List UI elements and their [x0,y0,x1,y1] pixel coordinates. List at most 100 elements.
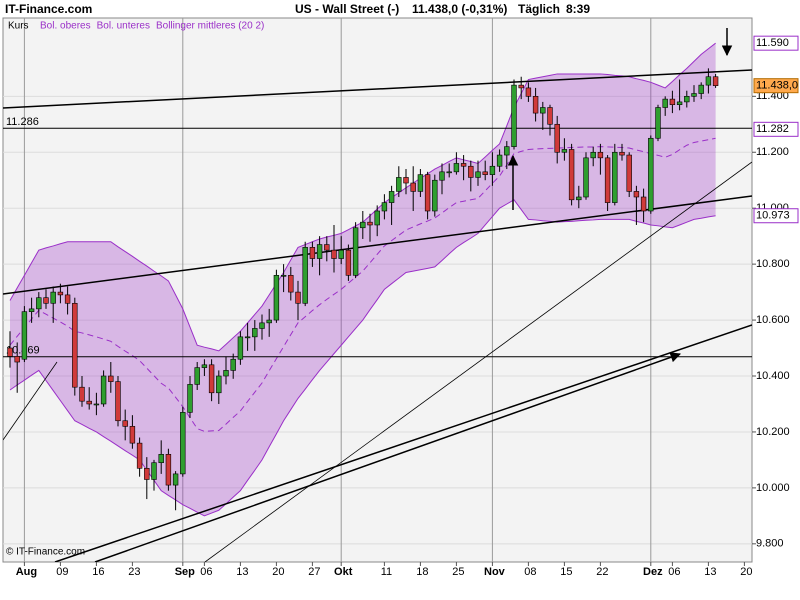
price-marker [753,121,799,137]
candle-body [273,275,280,321]
candle-body [417,174,424,192]
candle-body [576,196,582,201]
candle-body [100,375,107,405]
candle-body [424,174,431,212]
band-fill [10,43,716,516]
trend-line [3,69,752,109]
x-tick-label: 16 [92,566,104,578]
candle-body [698,84,704,94]
y-tick-label: 10.000 [756,482,790,494]
candle-body [64,294,71,304]
x-tick-label: 09 [56,566,68,578]
candle-body [144,468,150,480]
candle-body [432,179,438,212]
candle-body [36,297,42,310]
candle-body [309,247,316,259]
price-marker-label: 11.438,0 [756,80,798,92]
candle-body [446,171,452,174]
plot-area [2,17,753,563]
legend-item: Bol. unteres [97,21,150,32]
candle-body [453,163,460,173]
x-tick-label: 13 [704,566,716,578]
candle-body [324,244,330,251]
candle-body [468,165,474,178]
candle-body [518,84,524,89]
candle-body [57,291,64,296]
candle-body [496,154,503,167]
legend: Bol. oberes Bol. unteres Bollinger mittler… [40,21,264,32]
arrows [507,28,733,210]
candle-body [504,146,510,156]
source: IT-Finance.com [5,2,92,16]
axes: 9.80010.00010.20010.40010.60010.80011.00… [16,90,790,578]
candle-body [122,420,128,427]
candle-body [172,473,179,486]
trend-lines [3,69,752,562]
price-marker-label: 11.590 [756,37,789,49]
x-tick-label: 20 [740,566,752,578]
legend-item: Bollinger mittleres (20 2) [156,21,264,32]
candle-body [180,412,186,475]
candle-body [316,244,323,259]
candle-body [568,149,575,201]
candle-body [151,462,157,480]
candle-body [396,177,402,192]
candle-body [540,107,546,114]
candles [7,68,719,511]
candle-body [230,358,236,371]
candle-body [129,426,136,444]
candle-body [208,364,215,394]
x-tick-label: 06 [200,566,212,578]
watermark: © IT-Finance.com [6,547,85,558]
x-tick-label: 18 [416,566,428,578]
candle-body [158,454,164,464]
candle-body [194,367,200,385]
x-tick-label: 23 [128,566,140,578]
y-tick-label: 10.600 [756,314,790,326]
candle-body [547,107,553,125]
candle-body [489,165,496,175]
price-marker [753,35,799,51]
trend-line [54,324,752,562]
candle-body [252,328,258,338]
candle-body [266,319,272,324]
trend-arrow [94,352,681,562]
candle-body [662,98,668,108]
candle-body [583,157,589,198]
candle-body [93,403,100,406]
x-tick-label: 25 [452,566,464,578]
y-tick-label: 11.200 [756,146,789,158]
x-tick-label: 13 [236,566,248,578]
candle-body [655,107,661,139]
x-tick-label: 22 [596,566,608,578]
y-tick-label: 10.400 [756,370,790,382]
candle-body [626,154,632,192]
x-tick-label: Nov [484,566,506,578]
candle-body [79,386,85,402]
trend-line [3,361,58,441]
legend-item: Bol. oberes [40,21,91,32]
candle-body [648,137,654,212]
candle-body [410,182,416,192]
candle-body [331,249,337,259]
y-tick-label: 10.200 [756,426,790,438]
candle-body [684,96,690,103]
candle-body [475,171,481,178]
subtitle: 11.438,0 (-0,31%) [412,2,507,16]
candle-body [223,370,229,377]
price-marker-label: 11.282 [756,123,789,135]
candle-body [482,171,488,175]
price-marker [753,208,799,224]
price-marker [753,78,799,94]
candle-body [14,356,20,363]
interval: Täglich [518,2,560,16]
candle-body [108,375,114,382]
candle-body [360,221,366,229]
candle-body [259,322,265,329]
candle-body [237,336,244,360]
candle-body [43,297,49,304]
x-tick-label: 11 [381,566,392,578]
candle-body [604,157,611,203]
time: 8:39 [566,2,590,16]
candle-body [86,400,92,405]
